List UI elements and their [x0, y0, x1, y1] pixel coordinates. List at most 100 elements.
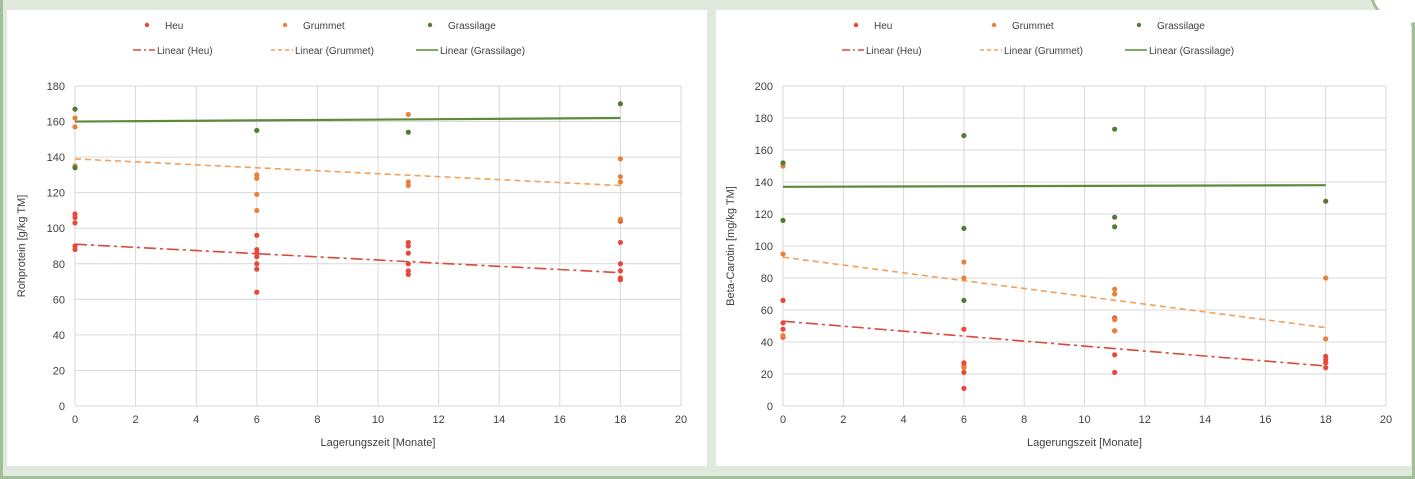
- rohprotein-xtick-label: 0: [72, 414, 78, 426]
- rohprotein-point-grassilage: [72, 165, 78, 171]
- beta-carotin-legend-marker-grummet: [991, 22, 997, 28]
- beta-carotin-point-grummet: [1112, 328, 1118, 334]
- beta-carotin-point-grummet: [1323, 275, 1329, 281]
- beta-carotin-legend-label-linear-grummet: Linear (Grummet): [1004, 46, 1083, 57]
- rohprotein-point-heu: [617, 261, 624, 267]
- beta-carotin-ytick-label: 100: [755, 241, 773, 253]
- beta-carotin-point-heu: [780, 297, 786, 303]
- rohprotein-point-heu: [254, 254, 260, 260]
- beta-carotin-point-heu: [1112, 369, 1118, 375]
- beta-carotin-point-grummet: [961, 259, 967, 265]
- rohprotein-point-grassilage: [405, 129, 411, 135]
- beta-carotin-point-grummet: [1112, 291, 1118, 297]
- beta-carotin-xtick-label: 20: [1380, 414, 1392, 426]
- beta-carotin-point-grummet: [1323, 336, 1329, 342]
- rohprotein-trendline-linear-grassilage: [74, 116, 621, 123]
- rohprotein-point-heu: [617, 275, 624, 281]
- rohprotein-point-grassilage: [72, 106, 78, 112]
- beta-carotin-ytick-label: 120: [755, 209, 773, 221]
- beta-carotin-point-heu: [780, 326, 786, 332]
- rohprotein-ytick-label: 160: [47, 117, 65, 129]
- rohprotein-point-grummet: [405, 179, 411, 185]
- rohprotein-ytick-label: 180: [47, 81, 65, 93]
- rohprotein-point-heu: [254, 266, 260, 272]
- rohprotein-xtick-label: 16: [554, 414, 566, 426]
- rohprotein-point-grummet: [617, 174, 624, 180]
- rohprotein-point-heu: [405, 250, 411, 256]
- rohprotein-point-grummet: [405, 111, 411, 118]
- rohprotein-point-heu: [254, 250, 260, 256]
- rohprotein-chart-svg: 0 20 40 60 80 100 120 140 160 180 0 2 4 6 8 10 12 14 16 18 2…: [16, 21, 687, 449]
- rohprotein-xtick-label: 18: [614, 414, 626, 426]
- beta-carotin-trendline-linear-grassilage: [782, 184, 1326, 188]
- rohprotein-point-grummet: [617, 216, 624, 222]
- beta-carotin-ytick-label: 160: [755, 145, 773, 157]
- beta-carotin-point-grummet: [780, 333, 786, 339]
- rohprotein-legend-label-heu: Heu: [165, 21, 183, 32]
- beta-carotin-point-grassilage: [780, 160, 786, 166]
- beta-carotin-legend-marker-grassilage: [1136, 22, 1142, 28]
- rohprotein-point-heu: [254, 246, 260, 253]
- rohprotein-point-heu: [617, 239, 624, 246]
- rohprotein-point-heu: [72, 220, 78, 226]
- rohprotein-point-heu: [617, 268, 624, 274]
- rohprotein-point-heu: [254, 261, 260, 267]
- rohprotein-point-heu: [405, 271, 411, 278]
- rohprotein-ytick-label: 120: [47, 188, 65, 200]
- rohprotein-xtick-label: 14: [493, 414, 505, 426]
- beta-carotin-point-grummet: [1112, 317, 1118, 323]
- beta-carotin-ytick-label: 180: [755, 113, 773, 125]
- rohprotein-point-grummet: [617, 179, 624, 185]
- rohprotein-xtick-label: 6: [254, 414, 260, 426]
- rohprotein-point-heu: [72, 214, 78, 221]
- rohprotein-legend-marker-grassilage: [427, 22, 433, 28]
- rohprotein-point-heu: [405, 261, 411, 267]
- beta-carotin-ytick-label: 40: [761, 337, 773, 349]
- beta-carotin-ytick-label: 200: [755, 81, 773, 93]
- rohprotein-xtick-label: 12: [432, 414, 444, 426]
- beta-carotin-xtick-label: 0: [780, 414, 786, 426]
- rohprotein-legend-marker-grummet: [282, 22, 288, 28]
- beta-carotin-point-heu: [961, 385, 967, 391]
- beta-carotin-point-heu: [1323, 365, 1329, 371]
- rohprotein-legend-label-linear-grassilage: Linear (Grassilage): [440, 46, 525, 57]
- beta-carotin-point-grassilage: [1112, 126, 1118, 132]
- rohprotein-x-axis-label: Lagerungszeit [Monate]: [321, 437, 436, 449]
- beta-carotin-point-grassilage: [780, 217, 786, 223]
- rohprotein-ytick-label: 140: [47, 152, 65, 164]
- rohprotein-point-grummet: [617, 156, 624, 162]
- rohprotein-point-heu: [405, 239, 411, 246]
- beta-carotin-legend-label-grummet: Grummet: [1012, 21, 1054, 32]
- beta-carotin-point-grummet: [780, 251, 786, 257]
- beta-carotin-legend-marker-heu: [853, 22, 859, 28]
- beta-carotin-point-heu: [780, 320, 786, 326]
- frame-bottom-border: [0, 476, 1415, 479]
- rohprotein-legend-label-linear-heu: Linear (Heu): [157, 46, 213, 57]
- beta-carotin-point-grummet: [961, 275, 967, 281]
- beta-carotin-xtick-label: 16: [1259, 414, 1271, 426]
- beta-carotin-xtick-label: 2: [840, 414, 846, 426]
- beta-carotin-point-heu: [1112, 352, 1118, 358]
- rohprotein-y-axis-label: Rohprotein [g/kg TM]: [16, 195, 28, 298]
- rohprotein-ytick-label: 60: [53, 294, 65, 306]
- beta-carotin-trendline-linear-heu: [782, 320, 1326, 367]
- beta-carotin-legend-label-linear-heu: Linear (Heu): [866, 46, 922, 57]
- beta-carotin-xtick-label: 18: [1320, 414, 1332, 426]
- rohprotein-point-grassilage: [254, 127, 260, 134]
- rohprotein-legend-marker-heu: [144, 22, 150, 28]
- rohprotein-point-heu: [405, 243, 411, 249]
- beta-carotin-xtick-label: 14: [1199, 414, 1211, 426]
- beta-carotin-y-axis-label: Beta-Carotin [mg/kg TM]: [725, 186, 737, 306]
- rohprotein-ytick-label: 20: [53, 365, 65, 377]
- rohprotein-point-grummet: [405, 182, 411, 189]
- beta-carotin-x-axis-label: Lagerungszeit [Monate]: [1027, 437, 1142, 449]
- rohprotein-point-grummet: [254, 175, 260, 182]
- beta-carotin-point-heu: [1323, 353, 1329, 359]
- rohprotein-xtick-label: 10: [372, 414, 384, 426]
- rohprotein-trendline-linear-heu: [74, 243, 621, 274]
- rohprotein-point-grummet: [254, 172, 260, 178]
- rohprotein-legend-label-grassilage: Grassilage: [448, 21, 496, 32]
- beta-carotin-point-grassilage: [961, 225, 967, 231]
- rohprotein-xtick-label: 20: [675, 414, 687, 426]
- beta-carotin-point-heu: [961, 360, 967, 366]
